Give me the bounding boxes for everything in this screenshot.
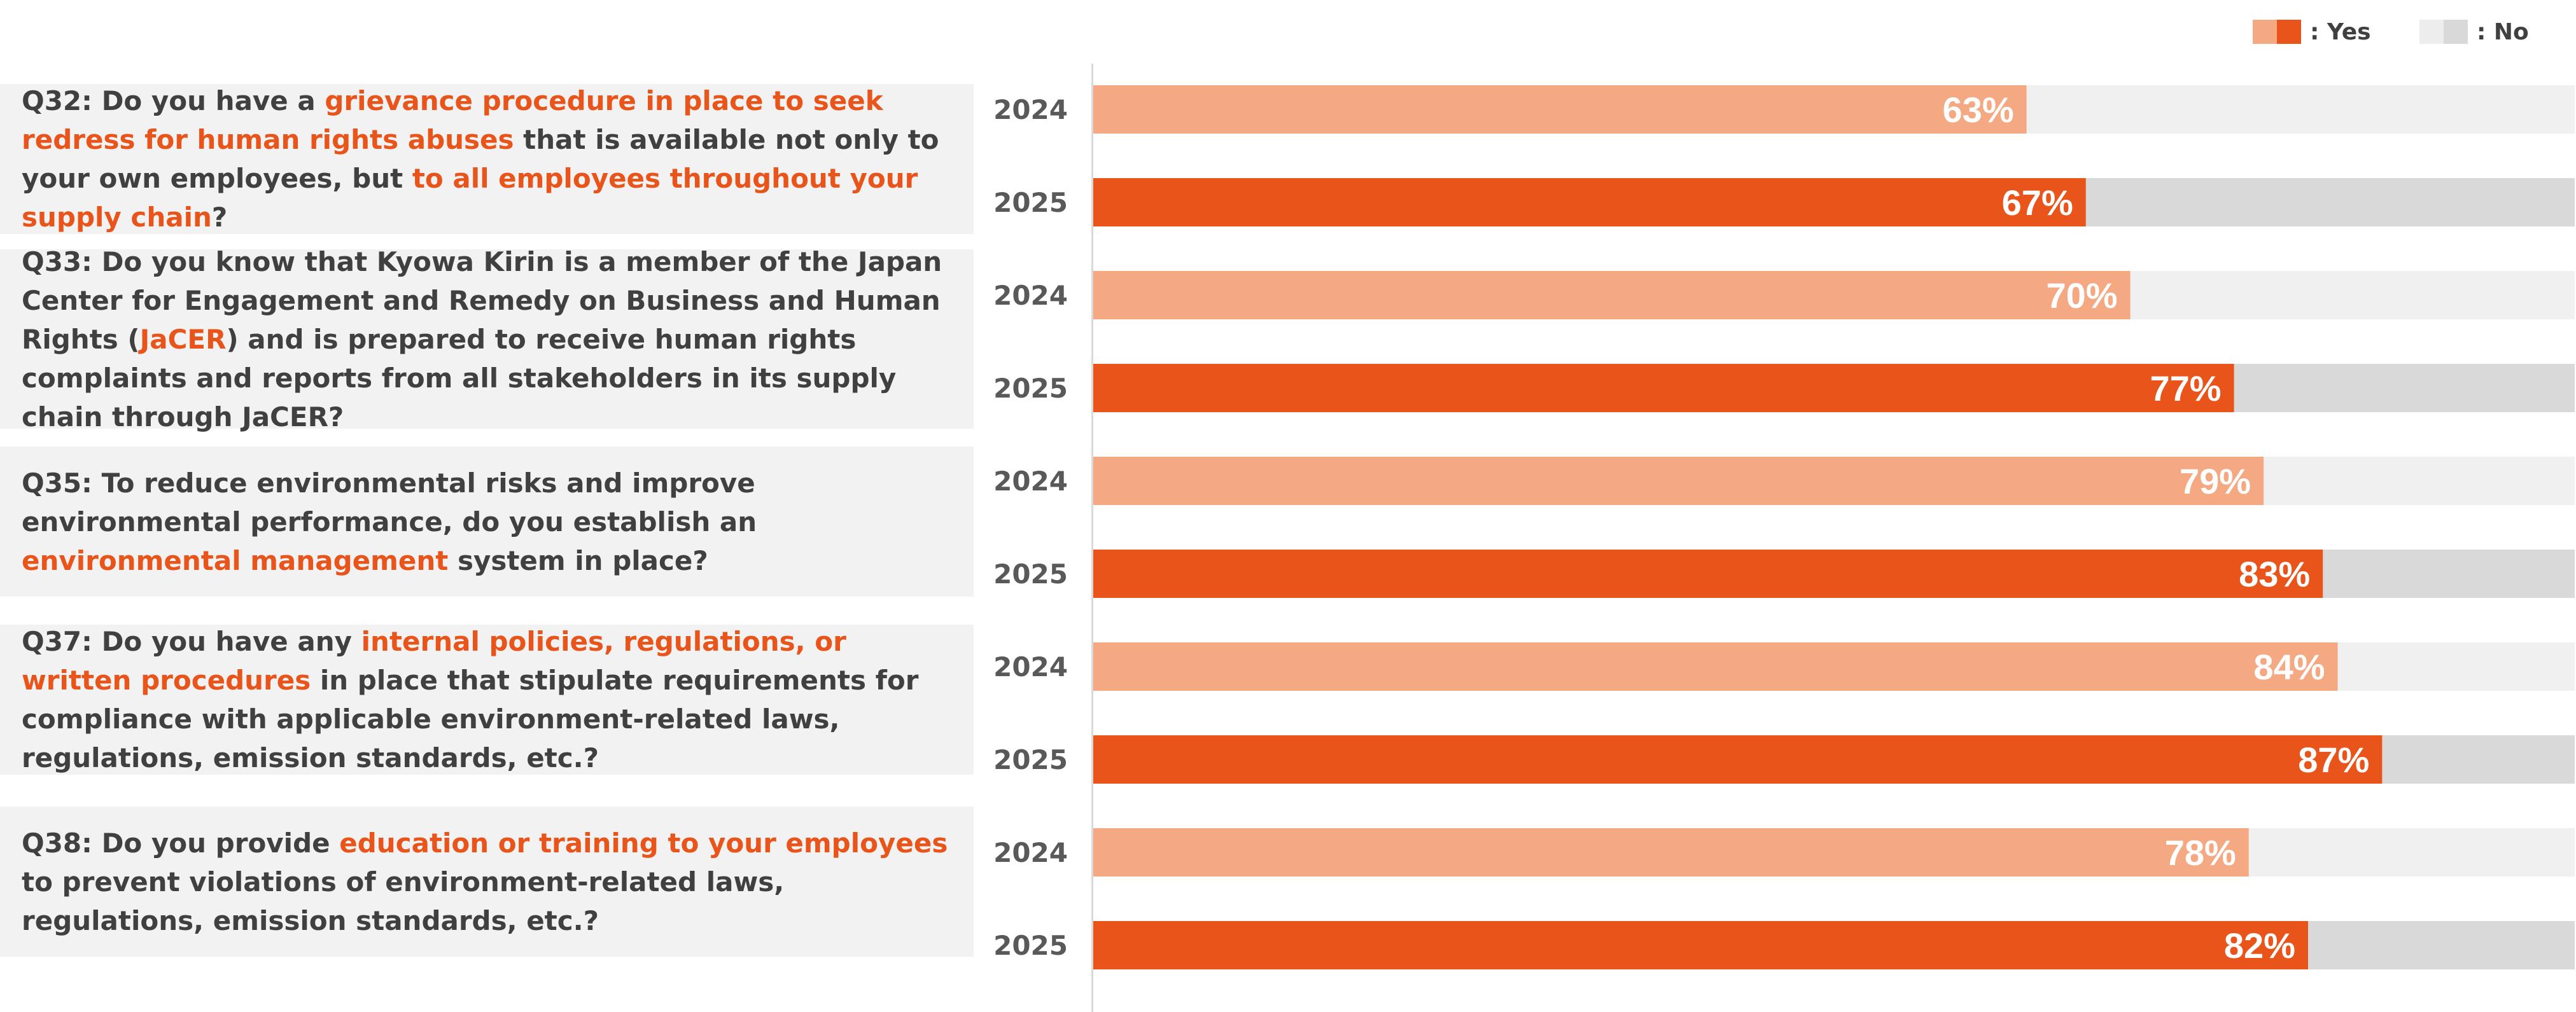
question-text-q32: Q32: Do you have a grievance procedure i… xyxy=(22,81,952,237)
legend-item-no: : No xyxy=(2419,11,2529,52)
question-segment-q33-2: ) and is prepared to receive human right… xyxy=(22,323,897,433)
year-label-q38-2025: 2025 xyxy=(993,930,1068,961)
question-box-q37: Q37: Do you have any internal policies, … xyxy=(0,625,974,775)
bar-yes-q33-2024 xyxy=(1093,271,2131,319)
question-highlight-q32-1: grievance procedure in place to seek red… xyxy=(22,85,883,155)
year-label-q35-2025: 2025 xyxy=(993,558,1068,590)
bar-yes-q37-2025 xyxy=(1093,735,2383,784)
legend-label-yes: : Yes xyxy=(2310,18,2371,45)
value-label-q32-2025: 67% xyxy=(2002,183,2073,223)
bar-no-q38-2025 xyxy=(2307,921,2575,969)
bar-yes-q38-2025 xyxy=(1093,921,2308,969)
bar-no-q38-2024 xyxy=(2248,828,2575,877)
year-label-q37-2025: 2025 xyxy=(993,744,1068,775)
value-label-q32-2024: 63% xyxy=(1943,90,2014,130)
question-box-q33: Q33: Do you know that Kyowa Kirin is a m… xyxy=(0,246,974,433)
value-label-q33-2025: 77% xyxy=(2150,368,2221,408)
value-label-q37-2025: 87% xyxy=(2298,740,2369,780)
year-label-q33-2025: 2025 xyxy=(993,373,1068,404)
question-segment-q38-0: Q38: Do you provide xyxy=(22,827,340,859)
question-segment-q38-2: to prevent violations of environment-rel… xyxy=(22,866,785,936)
category-axis-line xyxy=(1091,64,1093,1012)
bar-yes-q32-2025 xyxy=(1093,178,2086,226)
year-label-q33-2024: 2024 xyxy=(993,280,1068,311)
value-label-q38-2024: 78% xyxy=(2165,833,2236,873)
question-segment-q32-0: Q32: Do you have a xyxy=(22,85,325,116)
bar-no-q35-2024 xyxy=(2264,457,2575,505)
bar-no-q37-2024 xyxy=(2337,642,2575,691)
year-label-q37-2024: 2024 xyxy=(993,651,1068,683)
question-highlight-q38-1: education or training to your employees xyxy=(339,827,948,859)
legend-swatch-yes-2024 xyxy=(2253,20,2277,44)
question-segment-q32-2: that is available not only to your own e… xyxy=(22,124,939,194)
question-text-q35: Q35: To reduce environmental risks and i… xyxy=(22,464,952,580)
question-highlight-q37-1: internal policies, regulations, or writt… xyxy=(22,626,846,696)
question-highlight-q32-3: to all employees throughout your supply … xyxy=(22,163,918,233)
question-box-q38: Q38: Do you provide education or trainin… xyxy=(0,807,974,957)
value-label-q35-2024: 79% xyxy=(2180,461,2251,501)
question-box-q35: Q35: To reduce environmental risks and i… xyxy=(0,447,974,597)
bar-no-q32-2025 xyxy=(2085,178,2575,226)
legend-item-yes: : Yes xyxy=(2253,11,2371,52)
year-label-q32-2024: 2024 xyxy=(993,94,1068,125)
bar-no-q35-2025 xyxy=(2323,550,2575,598)
year-label-q35-2024: 2024 xyxy=(993,466,1068,497)
question-box-q32: Q32: Do you have a grievance procedure i… xyxy=(0,84,974,234)
bar-yes-q35-2024 xyxy=(1093,457,2264,505)
legend-swatch-no-2024 xyxy=(2419,20,2444,44)
bar-no-q32-2024 xyxy=(2026,85,2575,134)
question-segment-q35-0: Q35: To reduce environmental risks and i… xyxy=(22,467,757,537)
question-text-q33: Q33: Do you know that Kyowa Kirin is a m… xyxy=(22,242,952,436)
value-label-q37-2024: 84% xyxy=(2253,647,2325,687)
question-segment-q37-0: Q37: Do you have any xyxy=(22,626,361,657)
bar-yes-q35-2025 xyxy=(1093,550,2323,598)
legend: : Yes : No xyxy=(2253,11,2576,52)
legend-label-no: : No xyxy=(2477,18,2529,45)
year-label-q38-2024: 2024 xyxy=(993,837,1068,868)
value-label-q38-2025: 82% xyxy=(2224,925,2295,966)
question-segment-q37-2: in place that stipulate requirements for… xyxy=(22,665,919,773)
question-segment-q33-0: Q33: Do you know that Kyowa Kirin is a m… xyxy=(22,246,942,355)
legend-swatch-yes-2025 xyxy=(2277,20,2301,44)
year-label-q32-2025: 2025 xyxy=(993,187,1068,218)
value-label-q33-2024: 70% xyxy=(2047,275,2118,315)
legend-swatch-no-2025 xyxy=(2444,20,2468,44)
question-segment-q32-4: ? xyxy=(211,202,228,233)
question-text-q38: Q38: Do you provide education or trainin… xyxy=(22,824,952,940)
bar-yes-q32-2024 xyxy=(1093,85,2027,134)
value-label-q35-2025: 83% xyxy=(2239,554,2310,594)
question-highlight-q35-1: environmental management xyxy=(22,544,449,576)
bar-no-q33-2024 xyxy=(2130,271,2575,319)
bar-yes-q37-2024 xyxy=(1093,642,2338,691)
bar-yes-q33-2025 xyxy=(1093,364,2234,412)
question-text-q37: Q37: Do you have any internal policies, … xyxy=(22,622,952,777)
question-highlight-q33-1: JaCER xyxy=(139,323,227,355)
bar-no-q33-2025 xyxy=(2234,364,2575,412)
bar-yes-q38-2024 xyxy=(1093,828,2249,877)
bar-no-q37-2025 xyxy=(2382,735,2575,784)
question-segment-q35-2: system in place? xyxy=(448,544,708,576)
